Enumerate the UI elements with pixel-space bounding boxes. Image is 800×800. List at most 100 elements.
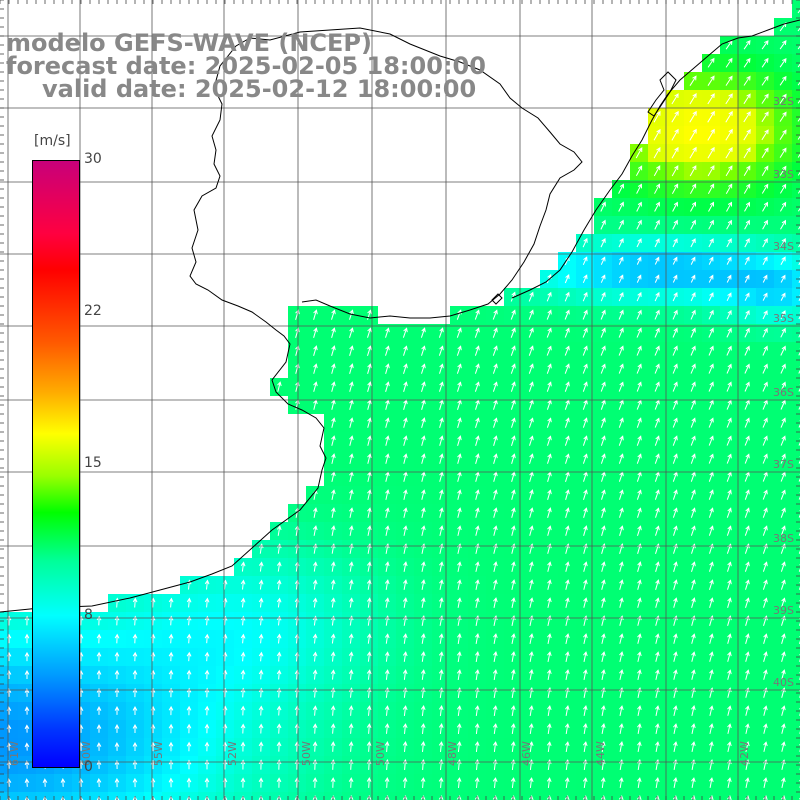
wind-arrow [510, 705, 516, 716]
wind-arrow [691, 777, 696, 788]
wind-arrow [385, 345, 390, 356]
wind-arrow [349, 489, 354, 500]
wind-arrow [403, 507, 408, 518]
wind-arrow [385, 453, 390, 464]
wind-arrow [743, 75, 751, 86]
wind-arrow [781, 597, 786, 608]
wind-arrow [529, 579, 534, 590]
wind-arrow [727, 777, 732, 788]
wind-arrow [780, 381, 786, 392]
wind-arrow [493, 651, 498, 662]
wind-arrow [779, 129, 787, 140]
wind-arrow [168, 705, 174, 716]
wind-arrow [492, 327, 498, 338]
wind-arrow [367, 435, 372, 446]
wind-arrow [420, 777, 426, 788]
wind-arrow [637, 633, 642, 644]
wind-arrow [384, 723, 390, 734]
wind-arrow [636, 417, 642, 428]
wind-arrow [618, 795, 624, 800]
wind-arrow [601, 723, 606, 734]
wind-arrow [528, 327, 534, 338]
wind-arrow [797, 135, 800, 140]
wind-arrow [691, 705, 696, 717]
wind-arrow [456, 651, 462, 662]
wind-arrow [114, 742, 120, 751]
wind-arrow [366, 651, 372, 662]
wind-arrow [653, 146, 661, 159]
wind-arrow [528, 291, 534, 302]
wind-arrow [780, 579, 786, 590]
wind-arrow [204, 579, 210, 590]
wind-arrow [132, 741, 138, 751]
wind-arrow [654, 345, 660, 356]
wind-arrow [745, 579, 750, 590]
wind-arrow [690, 238, 696, 248]
wind-arrow [312, 741, 318, 752]
wind-arrow [421, 363, 426, 374]
wind-arrow [439, 363, 444, 374]
wind-arrow [330, 579, 336, 590]
wind-arrow [510, 291, 516, 302]
wind-arrow [546, 741, 552, 752]
wind-arrow [690, 417, 696, 428]
wind-arrow [492, 705, 498, 716]
colorbar-tick-15: 15 [84, 455, 102, 471]
wind-arrow [456, 327, 462, 338]
wind-arrow [240, 669, 246, 680]
wind-arrow [564, 417, 570, 428]
wind-arrow [547, 633, 552, 644]
wind-arrow [600, 345, 606, 356]
wind-arrow [672, 309, 678, 320]
wind-arrow [798, 222, 800, 230]
wind-arrow [690, 489, 696, 500]
wind-arrow [330, 777, 336, 788]
wind-arrow [240, 723, 246, 734]
wind-arrow [780, 327, 786, 338]
wind-arrow [690, 256, 696, 265]
wind-arrow [582, 237, 588, 248]
wind-arrow [583, 525, 588, 536]
wind-arrow [294, 723, 300, 734]
wind-arrow [689, 110, 697, 123]
wind-arrow [385, 435, 390, 446]
wind-arrow [348, 633, 354, 644]
wind-arrow [671, 93, 679, 105]
wind-arrow [727, 795, 732, 800]
wind-arrow [24, 651, 30, 662]
wind-arrow [635, 165, 643, 177]
wind-arrow [780, 363, 786, 374]
wind-arrow [761, 129, 769, 141]
wind-arrow [725, 93, 733, 105]
wind-arrow [457, 435, 462, 446]
wind-arrow [96, 724, 102, 733]
wind-arrow [366, 633, 372, 644]
wind-arrow [601, 741, 606, 752]
wind-arrow [690, 345, 696, 356]
wind-arrow [618, 309, 624, 320]
wind-arrow [673, 561, 678, 572]
wind-arrow [564, 274, 570, 284]
wind-arrow [565, 525, 570, 536]
wind-arrow [763, 705, 768, 716]
wind-arrow [564, 291, 570, 302]
wind-arrow [708, 489, 714, 500]
wind-arrow [474, 741, 480, 752]
wind-arrow [725, 147, 733, 159]
wind-arrow [691, 561, 696, 572]
wind-arrow [655, 705, 660, 716]
wind-arrow [727, 561, 732, 572]
wind-arrow [781, 669, 786, 680]
wind-arrow [744, 525, 750, 536]
wind-arrow [385, 525, 390, 536]
wind-arrow [168, 669, 174, 680]
wind-arrow [421, 417, 426, 428]
wind-arrow [636, 435, 642, 446]
wind-arrow [492, 777, 498, 788]
wind-arrow [727, 597, 732, 608]
wind-arrow [528, 795, 534, 800]
wind-arrow [601, 651, 606, 663]
wind-arrow [727, 723, 732, 734]
wind-arrow [653, 128, 661, 141]
wind-arrow [24, 778, 30, 787]
